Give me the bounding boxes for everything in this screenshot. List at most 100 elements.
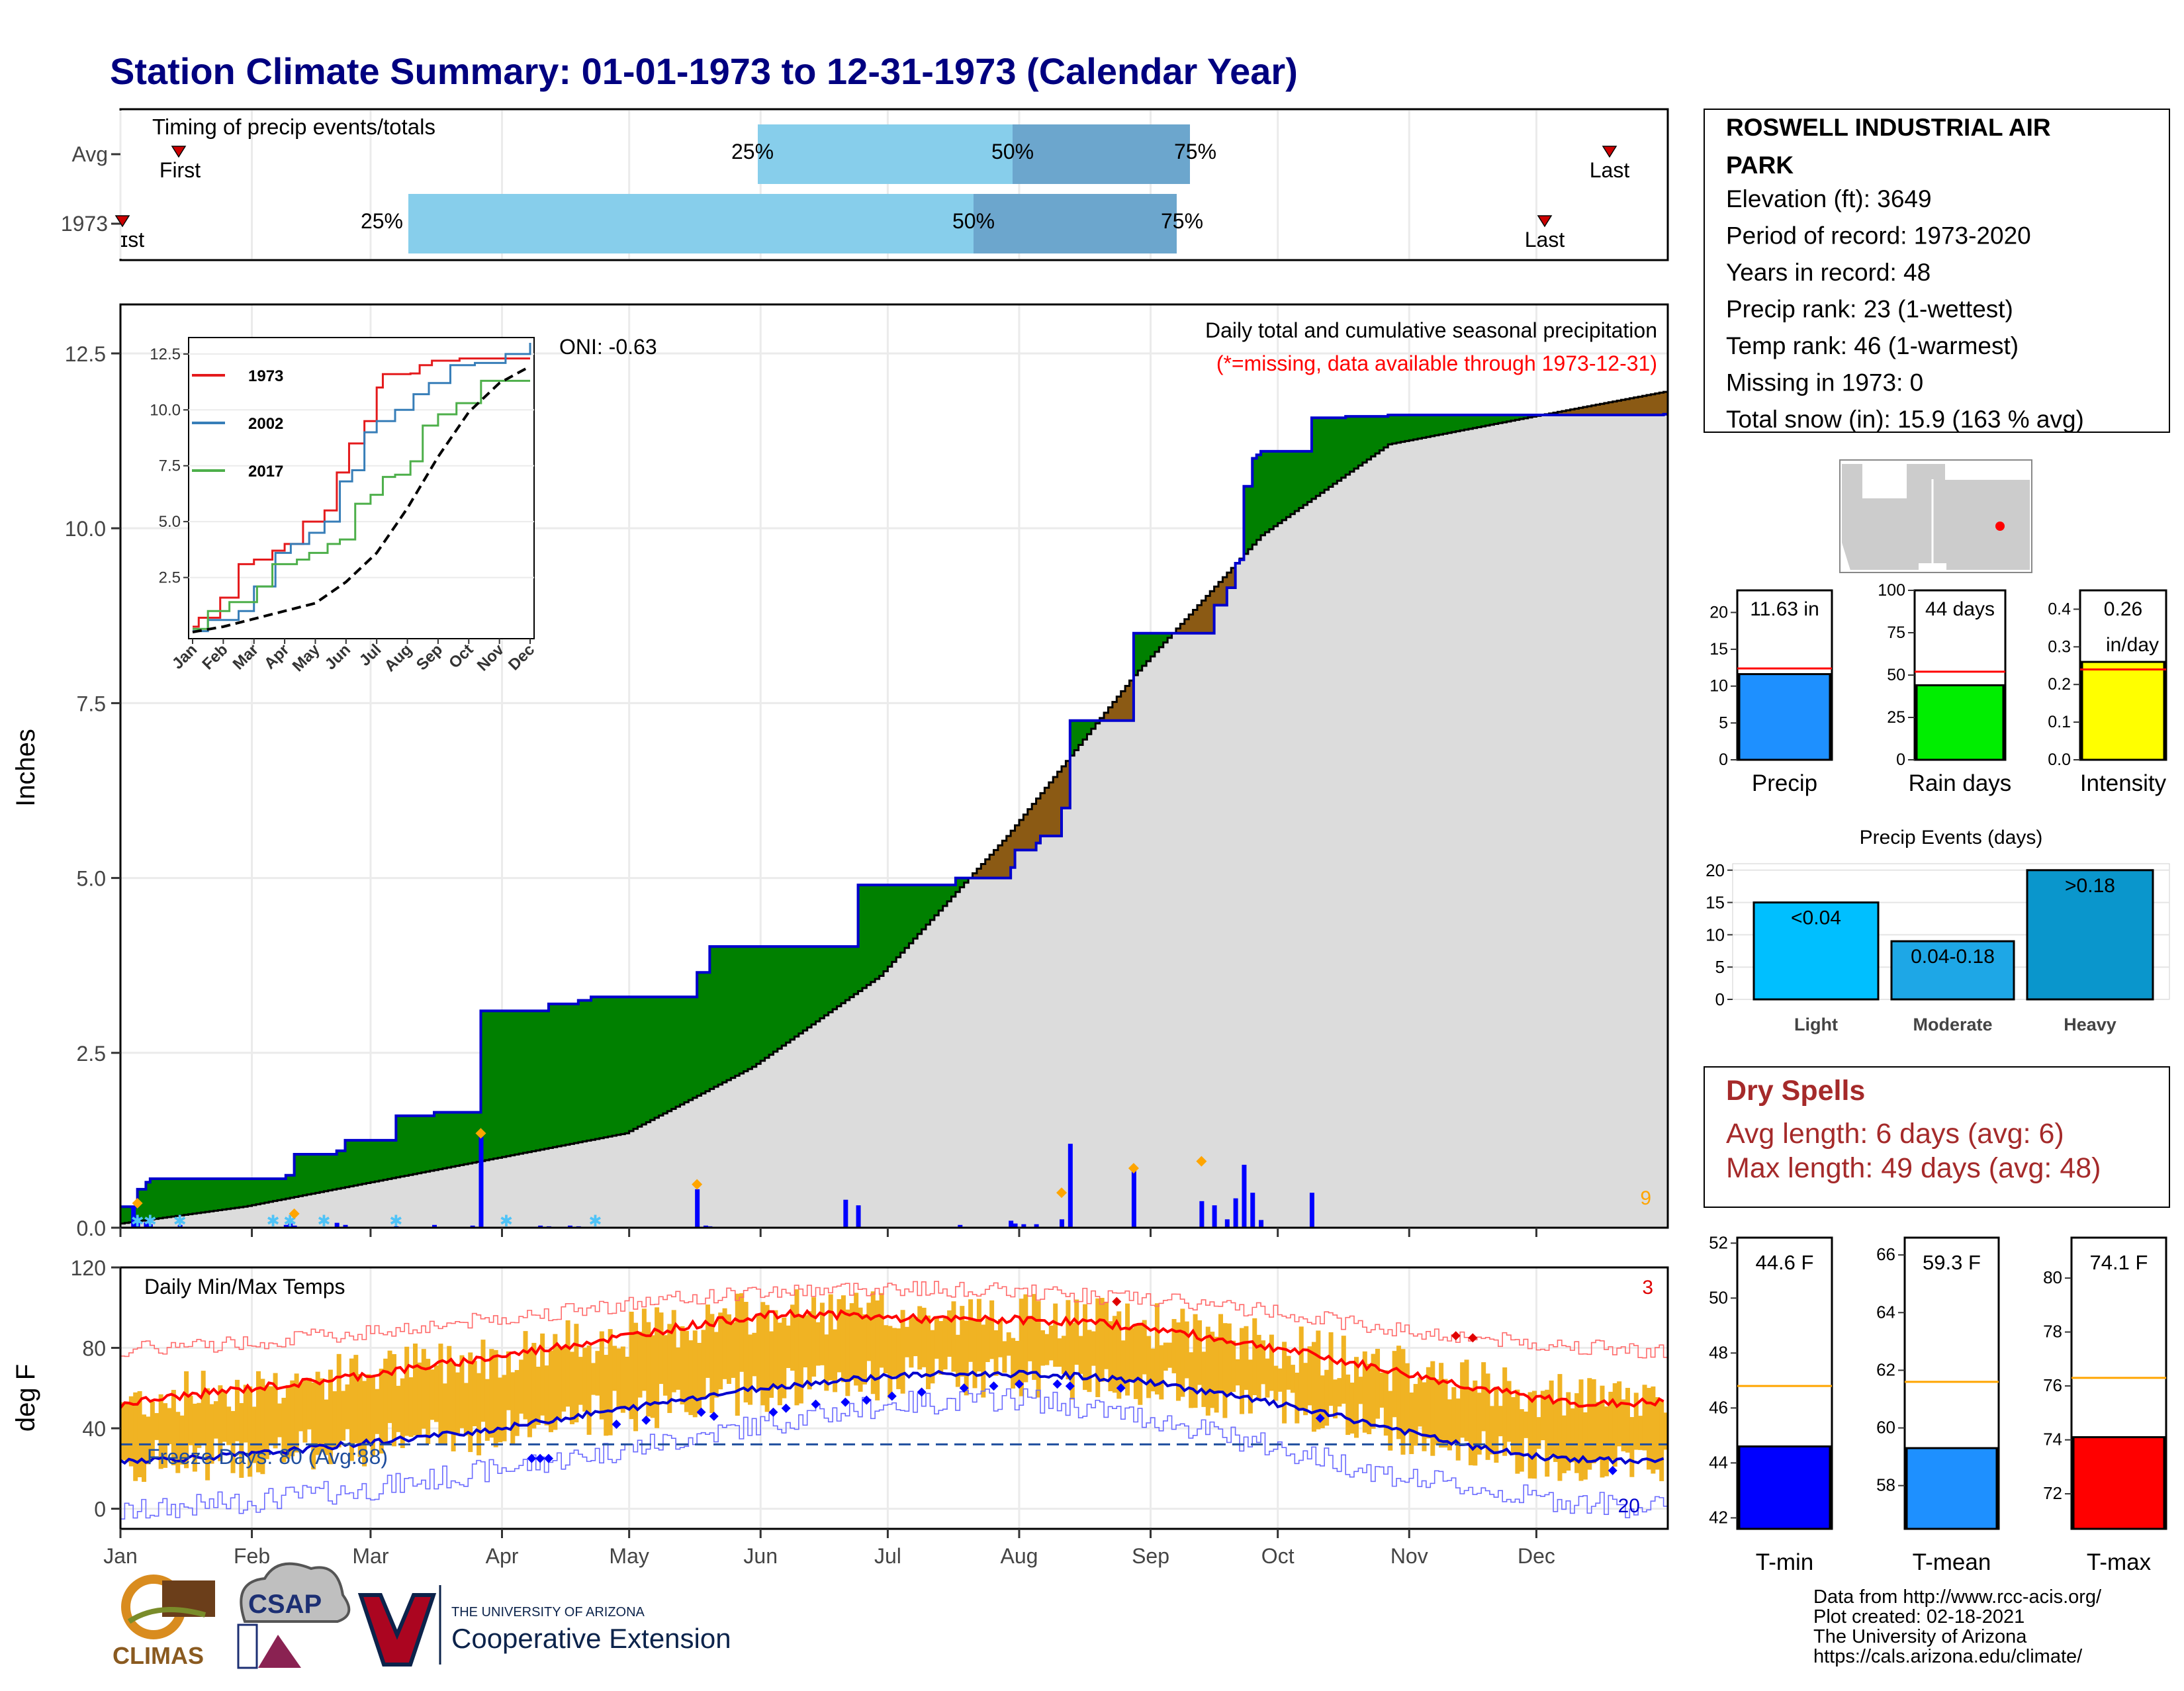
precip-events-ytick-label: 10 [1706, 925, 1725, 944]
station-detail-line: Precip rank: 23 (1-wettest) [1726, 296, 2013, 323]
daily-temp-range-bar [1214, 1336, 1219, 1413]
daily-temp-range-bar [845, 1309, 850, 1396]
daily-temp-range-bar [1451, 1387, 1457, 1444]
footer-credits: Data from http://www.rcc-acis.org/Plot c… [1813, 1586, 2102, 1667]
daily-temp-range-bar [862, 1314, 867, 1385]
daily-temp-range-bar [1129, 1328, 1134, 1381]
daily-precip-bar [432, 1224, 437, 1228]
daily-temp-range-bar [735, 1293, 740, 1416]
daily-temp-range-bar [1498, 1406, 1503, 1437]
daily-precip-bar [1242, 1164, 1247, 1228]
daily-temp-range-bar [1015, 1340, 1020, 1384]
daily-temp-range-bar [510, 1372, 516, 1445]
daily-temp-range-bar [353, 1355, 359, 1443]
summary-ytick-label: 5 [1719, 713, 1728, 732]
daily-precip-bar [478, 1136, 484, 1228]
daily-temp-range-bar [1057, 1338, 1062, 1367]
daily-temp-range-bar [764, 1304, 770, 1412]
daily-temp-range-bar [477, 1373, 482, 1455]
daily-temp-range-bar [412, 1344, 418, 1436]
daily-temp-range-bar [1358, 1377, 1363, 1404]
daily-temp-range-bar [1307, 1346, 1312, 1406]
daily-temp-range-bar [1006, 1332, 1011, 1356]
daily-temp-range-bar [913, 1317, 918, 1357]
daily-precip-bar [1309, 1193, 1314, 1228]
daily-temp-range-bar [1036, 1301, 1041, 1398]
station-detail-line: Total snow (in): 15.9 (163 % avg) [1726, 406, 2084, 433]
daily-precip-bar [1034, 1224, 1039, 1228]
daily-temp-range-bar [248, 1386, 253, 1477]
temp-summary-ytick-label: 60 [1876, 1418, 1895, 1438]
first-event-marker [171, 146, 187, 158]
daily-temp-range-bar [1578, 1379, 1584, 1481]
daily-temp-range-bar [803, 1315, 808, 1368]
month-label: Sep [1132, 1544, 1169, 1568]
daily-temp-range-bar [1184, 1321, 1189, 1379]
daily-precip-bar [958, 1224, 963, 1228]
daily-temp-range-bar [336, 1353, 341, 1447]
daily-temp-range-bar [328, 1369, 333, 1465]
daily-temp-range-bar [1154, 1303, 1160, 1394]
month-label: Jul [874, 1544, 901, 1568]
daily-temp-range-bar [455, 1372, 461, 1435]
snow-marker: ✱ [267, 1212, 280, 1230]
timing-box-lower [758, 124, 1013, 184]
daily-temp-range-bar [1418, 1377, 1423, 1427]
daily-precip-bar [343, 1224, 348, 1228]
daily-temp-range-bar [1171, 1318, 1177, 1373]
daily-precip-bar [288, 1223, 293, 1228]
daily-temp-range-bar [955, 1334, 960, 1387]
daily-temp-range-bar [1527, 1392, 1533, 1479]
daily-precip-bar [695, 1189, 700, 1228]
daily-temp-range-bar [1066, 1300, 1071, 1380]
daily-temp-range-bar [565, 1320, 570, 1407]
daily-temp-range-bar [311, 1382, 316, 1470]
daily-temp-range-bar [676, 1348, 681, 1390]
month-x-axis: Jan Feb Mar Apr May Jun Jul Aug Sep Oct Nov Dec [103, 1529, 1555, 1568]
daily-temp-range-bar [1240, 1328, 1245, 1414]
daily-temp-range-bar [535, 1367, 541, 1425]
daily-temp-range-bar [561, 1347, 567, 1412]
daily-temp-range-bar [1175, 1322, 1181, 1401]
precip-events-ytick-label: 15 [1706, 893, 1725, 913]
daily-temp-range-bar [667, 1324, 672, 1413]
heavy-precip-marker [132, 1198, 143, 1209]
daily-temp-range-bar [1248, 1359, 1253, 1414]
locator-map [1839, 459, 2032, 573]
daily-temp-range-bar [1422, 1382, 1427, 1451]
timing-p50-label: 50% [991, 140, 1034, 163]
summary-ytick-label: 50 [1887, 666, 1905, 684]
inset-ytick-label: 5.0 [159, 513, 181, 531]
daily-temp-range-bar [1256, 1334, 1261, 1400]
temp-title: Daily Min/Max Temps [144, 1275, 345, 1299]
daily-precip-bar [567, 1225, 572, 1228]
daily-temp-range-bar [1371, 1353, 1376, 1429]
month-label: Aug [1000, 1544, 1038, 1568]
daily-temp-range-bar [875, 1300, 880, 1400]
temp-summary-ytick-label: 62 [1876, 1359, 1895, 1379]
daily-temp-range-bar [1426, 1367, 1431, 1439]
daily-temp-range-bar [222, 1391, 227, 1442]
daily-temp-range-bar [451, 1362, 456, 1451]
precip-events-ytick-label: 20 [1706, 860, 1725, 880]
oni-value: ONI: -0.63 [559, 335, 657, 359]
precip-events-ytick-label: 5 [1715, 957, 1725, 977]
daily-temp-range-bar [960, 1306, 965, 1377]
daily-temp-range-bar [197, 1402, 202, 1448]
first-event-label: First [159, 158, 201, 182]
daily-temp-range-bar [798, 1316, 803, 1404]
record-low-marker [1315, 1413, 1325, 1423]
daily-temp-range-bar [625, 1356, 630, 1408]
inset-legend-label: 1973 [248, 367, 283, 385]
daily-temp-range-bar [1502, 1367, 1508, 1456]
below-average-area [972, 392, 1668, 878]
daily-temp-range-bar [1197, 1320, 1202, 1385]
climas-logo-swoosh [127, 1607, 206, 1624]
daily-temp-range-bar [1222, 1323, 1228, 1418]
precip-events-bar-light [1752, 901, 1880, 1001]
daily-temp-range-bar [1138, 1325, 1143, 1405]
precip-events-bar-label: <0.04 [1791, 907, 1841, 929]
daily-precip-bar [1068, 1144, 1073, 1228]
daily-temp-range-bar [472, 1361, 477, 1427]
daily-temp-range-bar [968, 1299, 974, 1362]
